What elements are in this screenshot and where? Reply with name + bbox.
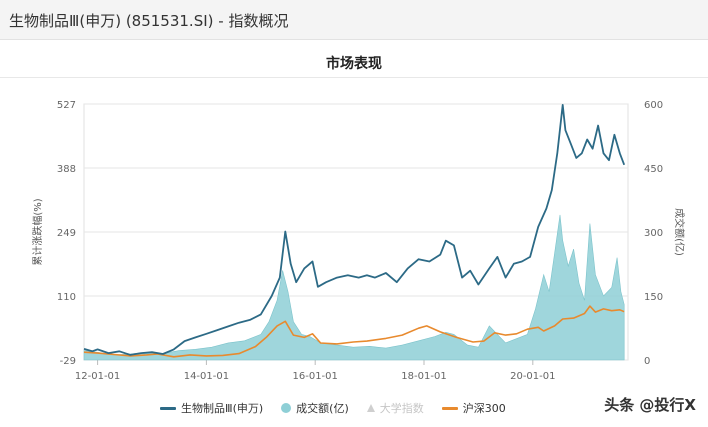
x-tick-label: 18-01-01 bbox=[401, 371, 446, 382]
page-title: 生物制品Ⅲ(申万) (851531.SI) - 指数概况 bbox=[9, 12, 289, 30]
y-right-tick-label: 150 bbox=[644, 292, 663, 303]
x-tick-label: 12-01-01 bbox=[75, 371, 120, 382]
y-tick-label: 388 bbox=[57, 164, 76, 175]
y-right-tick-label: 0 bbox=[644, 356, 650, 367]
legend-item-volume[interactable]: 成交额(亿) bbox=[281, 400, 349, 416]
divider bbox=[0, 77, 708, 78]
watermark: 头条 @投行X bbox=[604, 396, 696, 414]
y-right-tick-label: 300 bbox=[644, 228, 663, 239]
legend-label: 生物制品Ⅲ(申万) bbox=[181, 402, 264, 415]
legend-label: 大学指数 bbox=[379, 402, 424, 415]
line-swatch-icon bbox=[441, 406, 458, 410]
legend-label: 沪深300 bbox=[462, 402, 506, 415]
series-index-line bbox=[83, 104, 626, 356]
series-hs300-line bbox=[83, 305, 625, 358]
y-tick-label: 249 bbox=[57, 228, 76, 239]
line-swatch-icon bbox=[160, 406, 176, 410]
x-tick-label: 14-01-01 bbox=[184, 371, 229, 382]
legend-item-hs300[interactable]: 沪深300 bbox=[441, 400, 506, 416]
y-right-axis-title: 成交额(亿) bbox=[673, 208, 686, 256]
legend-item-university[interactable]: 大学指数 bbox=[366, 400, 424, 416]
legend-label: 成交额(亿) bbox=[296, 402, 349, 415]
triangle-swatch-icon bbox=[366, 404, 375, 412]
x-tick-label: 16-01-01 bbox=[293, 371, 338, 382]
panel-title: 市场表现 bbox=[326, 56, 382, 72]
y-axis-title: 累计涨跌幅(%) bbox=[31, 198, 44, 265]
series-volume-area bbox=[83, 214, 625, 361]
legend-item-index[interactable]: 生物制品Ⅲ(申万) bbox=[160, 400, 263, 416]
dot-swatch-icon bbox=[281, 403, 292, 413]
y-tick-label: 110 bbox=[57, 292, 76, 303]
chart-legend: 生物制品Ⅲ(申万) 成交额(亿) 大学指数 沪深300 bbox=[160, 400, 524, 416]
y-tick-label: -29 bbox=[60, 356, 76, 367]
y-right-tick-label: 600 bbox=[644, 100, 663, 111]
x-tick-label: 20-01-01 bbox=[510, 371, 555, 382]
y-tick-label: 527 bbox=[57, 100, 76, 111]
y-right-tick-label: 450 bbox=[644, 164, 663, 175]
page-header: 生物制品Ⅲ(申万) (851531.SI) - 指数概况 bbox=[0, 0, 708, 40]
